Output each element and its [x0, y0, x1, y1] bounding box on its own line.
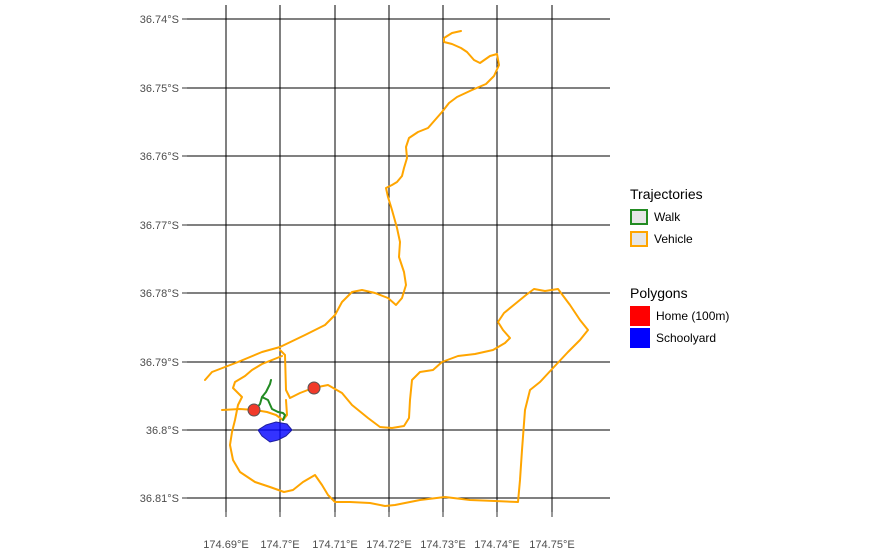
home-swatch	[630, 306, 650, 326]
x-tick-label: 174.7°E	[260, 539, 299, 551]
y-tick-label: 36.75°S	[140, 83, 179, 95]
legend-label-walk: Walk	[654, 210, 681, 224]
x-tick-label: 174.73°E	[420, 539, 465, 551]
vehicle-track-north	[204, 30, 500, 381]
y-tick-label: 36.76°S	[140, 151, 179, 163]
home-polygon	[307, 381, 321, 395]
walk-track	[254, 379, 286, 421]
legend-label-schoolyard: Schoolyard	[656, 331, 717, 345]
y-tick-label: 36.8°S	[146, 425, 179, 437]
y-tick-label: 36.77°S	[140, 220, 179, 232]
vehicle-swatch	[630, 231, 648, 247]
legend-title-trajectories: Trajectories	[630, 186, 703, 202]
legend-polygons: Polygons Home (100m) Schoolyard	[630, 285, 729, 349]
x-tick-label: 174.74°E	[474, 539, 519, 551]
y-tick-label: 36.79°S	[140, 357, 179, 369]
legend-item-walk: Walk	[630, 206, 703, 228]
legend-label-home: Home (100m)	[656, 309, 730, 323]
x-axis-labels: 174.69°E 174.7°E 174.71°E 174.72°E 174.7…	[203, 539, 574, 551]
legend-item-home: Home (100m)	[630, 305, 729, 327]
x-tick-label: 174.75°E	[529, 539, 574, 551]
vehicle-track-south	[229, 288, 589, 507]
x-tick-label: 174.72°E	[366, 539, 411, 551]
x-tick-label: 174.69°E	[203, 539, 248, 551]
y-tick-label: 36.81°S	[140, 493, 179, 505]
vehicle-track-home-link	[221, 399, 288, 421]
legend-label-vehicle: Vehicle	[654, 232, 693, 246]
y-axis-labels: 36.74°S 36.75°S 36.76°S 36.77°S 36.78°S …	[140, 14, 179, 505]
home-polygon	[247, 403, 261, 417]
map-grid	[187, 5, 610, 512]
schoolyard-swatch	[630, 328, 650, 348]
legend-title-polygons: Polygons	[630, 285, 688, 301]
walk-swatch	[630, 209, 648, 225]
y-tick-label: 36.74°S	[140, 14, 179, 26]
x-tick-label: 174.71°E	[312, 539, 357, 551]
vehicle-trajectories	[204, 30, 589, 507]
legend-trajectories: Trajectories Walk Vehicle	[630, 186, 703, 250]
legend-item-schoolyard: Schoolyard	[630, 327, 729, 349]
walk-trajectory	[254, 379, 286, 421]
y-tick-label: 36.78°S	[140, 288, 179, 300]
legend-item-vehicle: Vehicle	[630, 228, 703, 250]
tick-marks	[182, 18, 553, 517]
schoolyard-polygon	[257, 421, 293, 443]
